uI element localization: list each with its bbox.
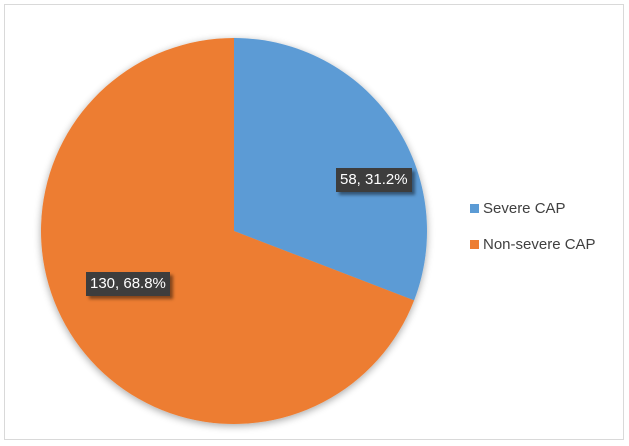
data-label-severe-cap: 58, 31.2% — [336, 168, 412, 192]
legend-item-severe-cap: Severe CAP — [470, 197, 596, 219]
pie-slice-non-severe-cap — [40, 38, 415, 424]
legend-label: Non-severe CAP — [483, 235, 596, 253]
legend-swatch-severe-cap — [470, 203, 479, 213]
legend: Severe CAP Non-severe CAP — [470, 197, 596, 269]
legend-swatch-non-severe-cap — [470, 239, 479, 249]
pie-slice-severe-cap — [234, 38, 427, 301]
legend-label: Severe CAP — [483, 199, 566, 217]
legend-item-non-severe-cap: Non-severe CAP — [470, 233, 596, 255]
data-label-non-severe-cap: 130, 68.8% — [86, 272, 170, 296]
